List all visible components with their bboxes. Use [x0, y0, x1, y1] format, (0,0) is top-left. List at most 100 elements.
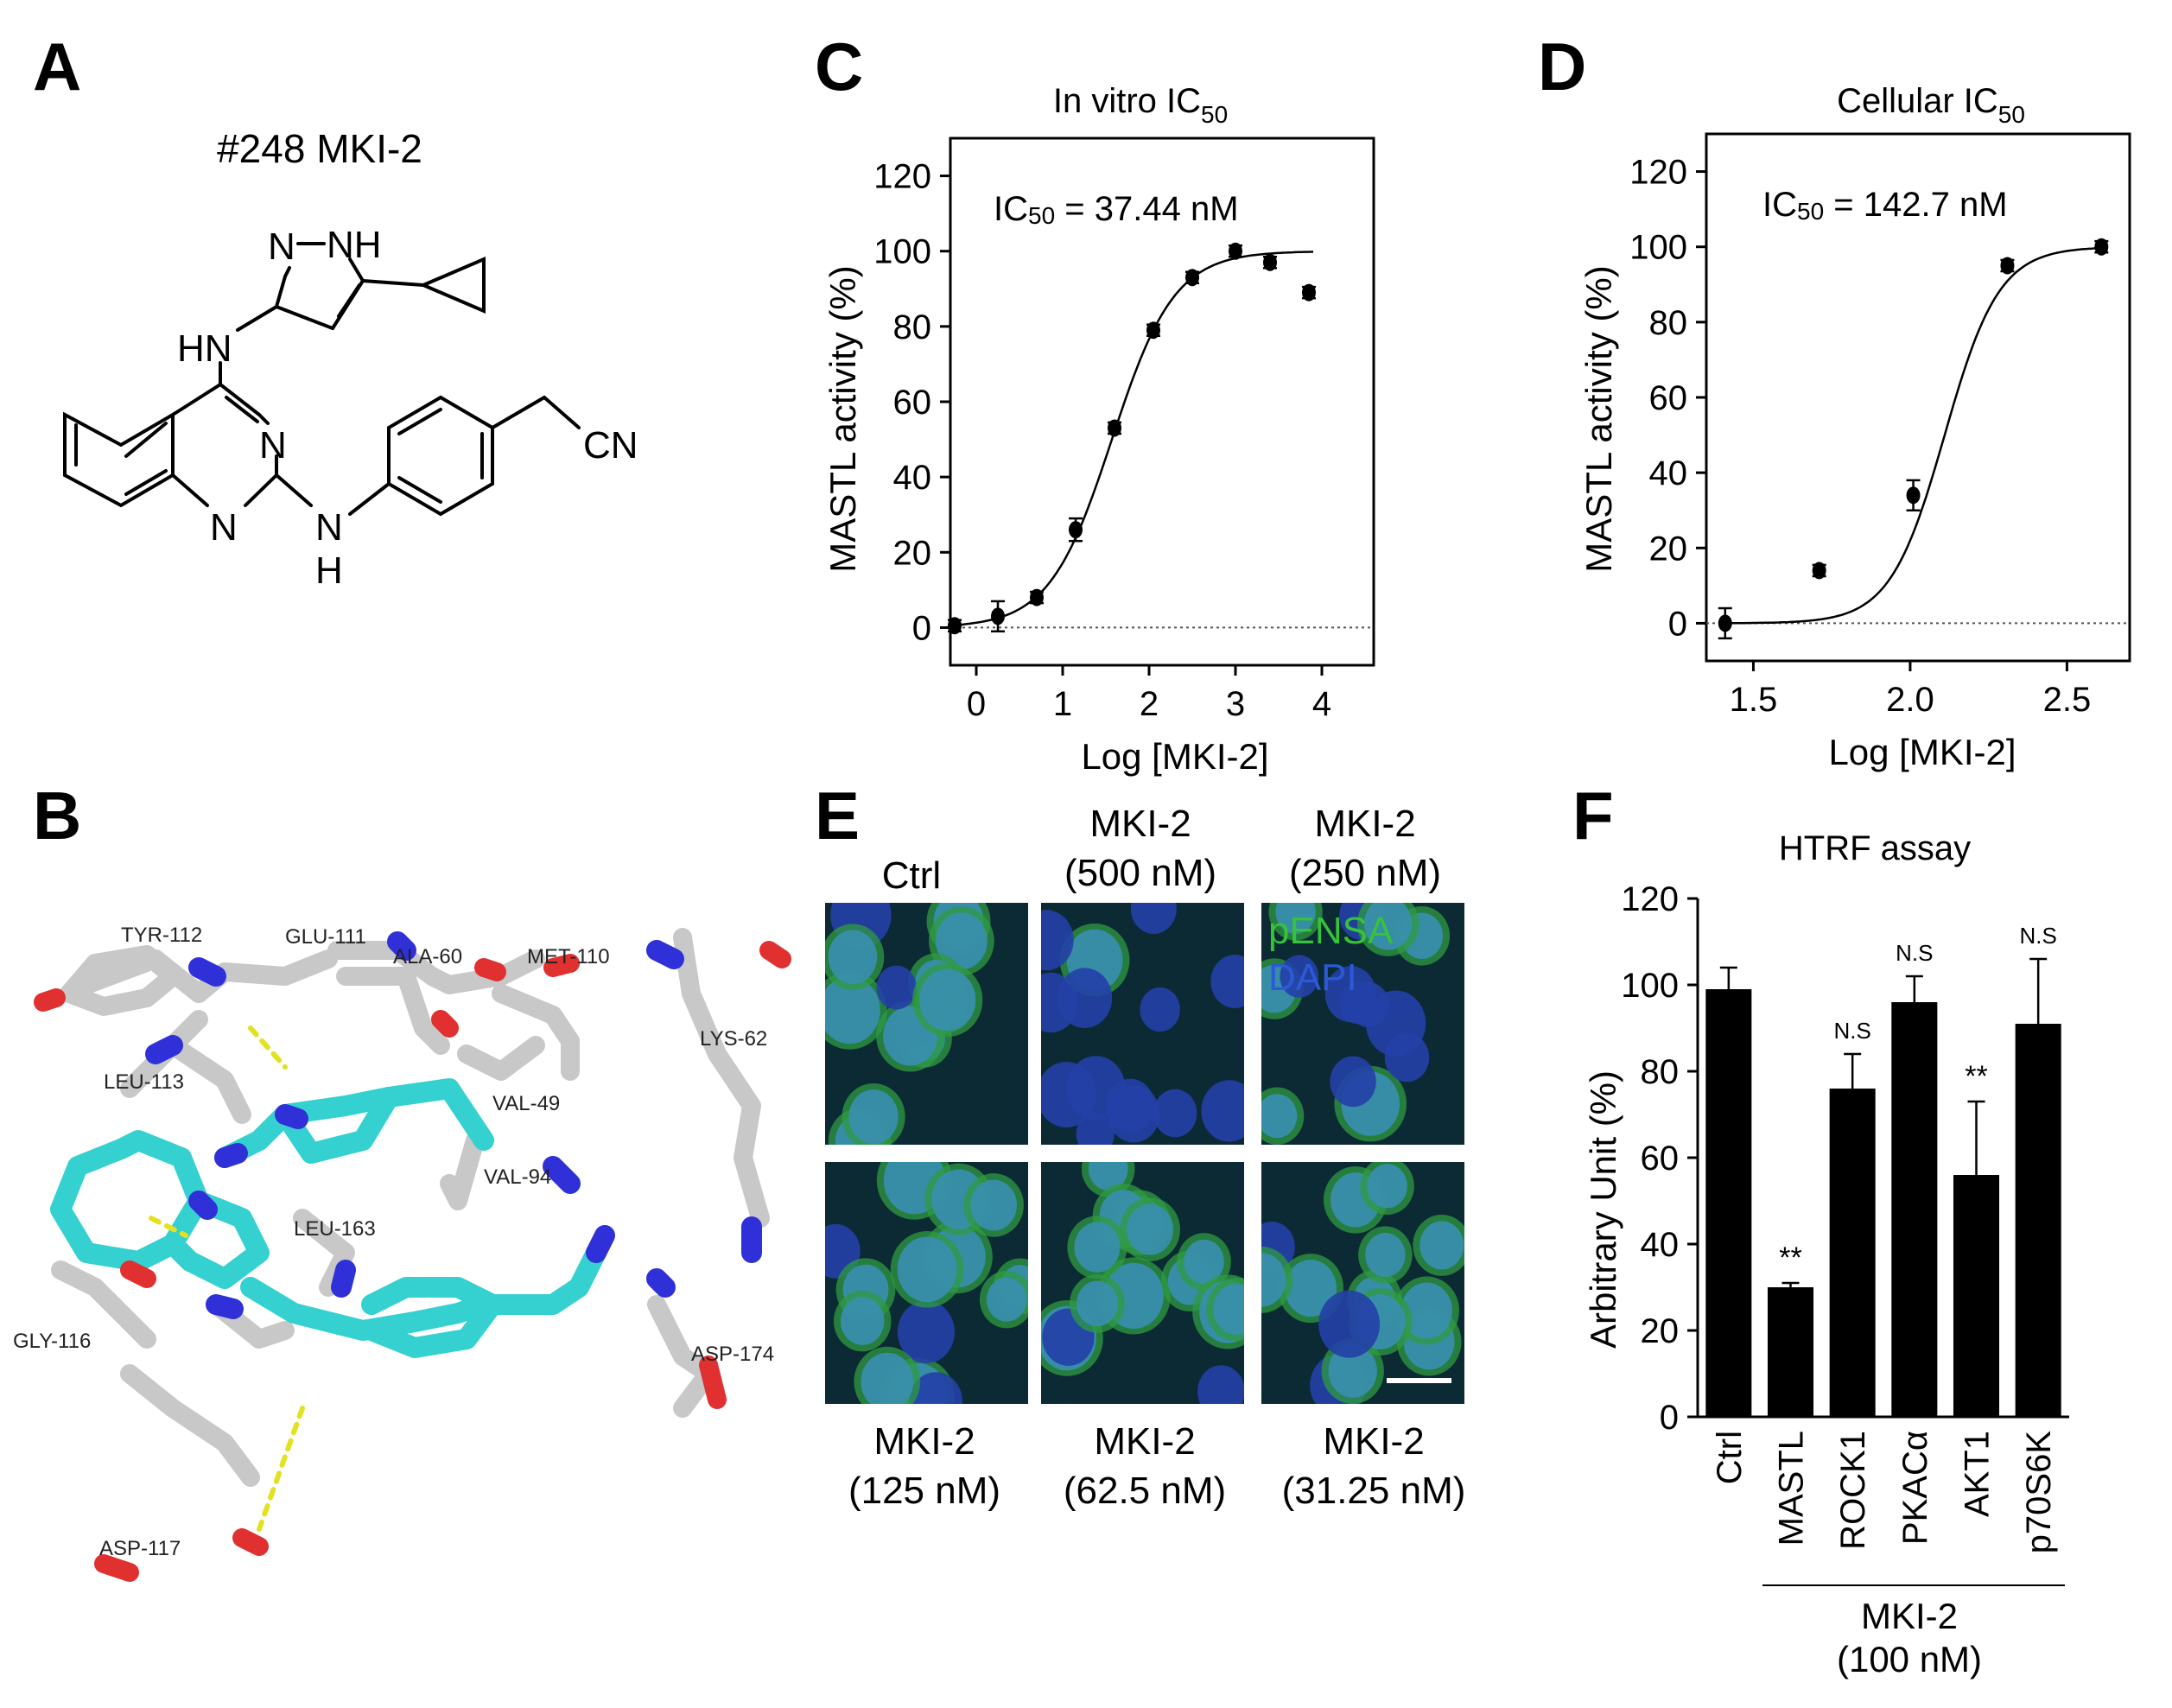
chart-d-ytick-label: 0	[1668, 605, 1687, 643]
chart-c-ytick-label: 120	[873, 158, 931, 196]
group-sublabel: (100 nM)	[1837, 1639, 1982, 1679]
residue-met-110: MET-110	[527, 945, 610, 968]
panel-label-d: D	[1538, 29, 1587, 105]
chart-c-annotation: IC50 = 37.44 nM	[994, 190, 1239, 229]
group-label: MKI-2	[1861, 1596, 1958, 1636]
cell-nucleus	[1261, 1094, 1298, 1139]
chart-f-significance: **	[1965, 1060, 1987, 1093]
chart-c-ytick-label: 20	[893, 534, 932, 572]
cell-nucleus	[897, 1300, 955, 1364]
chart-c-xtick-label: 4	[1312, 685, 1331, 723]
label-e-62: MKI-2 (62.5 nM)	[1063, 1420, 1227, 1513]
chart-d-point	[1718, 614, 1732, 632]
residue-asp-117: ASP-117	[99, 1537, 181, 1560]
chart-c-xtick-label: 2	[1140, 685, 1159, 723]
cell-nucleus	[1057, 968, 1113, 1028]
cell-nucleus	[1041, 910, 1074, 971]
chart-f-bar	[1829, 1089, 1876, 1417]
panel-b-docking: TYR-112 GLU-111 ALA-60 MET-110 LYS-62 LE…	[13, 924, 791, 1582]
residue-gly-116: GLY-116	[13, 1330, 91, 1353]
panel-d-chart: Cellular IC50 IC50 = 142.7 nM Log [MKI-2…	[1578, 82, 2131, 772]
chart-d-ytick-label: 120	[1629, 154, 1687, 192]
micro-250: pENSA DAPI	[1261, 903, 1464, 1145]
atom-cn: CN	[583, 424, 638, 467]
chart-f-significance: N.S	[1896, 940, 1933, 966]
chart-c-point	[1229, 242, 1242, 260]
cell-nucleus	[1140, 987, 1180, 1032]
chart-d-ytick-label: 40	[1649, 454, 1688, 492]
chart-c-xtick-label: 0	[967, 685, 986, 723]
residue-asp-174: ASP-174	[691, 1343, 774, 1366]
atom-n-ring: N	[268, 225, 295, 268]
cell-nucleus	[1419, 1221, 1464, 1270]
cell-nucleus	[1400, 1282, 1452, 1339]
panel-label-a: A	[33, 29, 82, 105]
chart-c-title: In vitro IC50	[1053, 82, 1228, 128]
chart-c-point	[948, 617, 962, 635]
chart-f-significance: **	[1779, 1241, 1801, 1274]
chart-d-point	[2094, 238, 2109, 256]
compound-name: #248 MKI-2	[217, 126, 422, 171]
cell-nucleus	[1076, 1113, 1115, 1145]
cell-nucleus	[1130, 903, 1177, 934]
cell-nucleus	[936, 912, 988, 970]
legend-dapi: DAPI	[1268, 956, 1357, 999]
cell-nucleus	[1367, 1164, 1407, 1209]
benzene-ring	[63, 411, 175, 508]
cell-nucleus	[1076, 1280, 1118, 1327]
chart-f-category-label: AKT1	[1959, 1431, 1997, 1517]
chart-f-bar	[1953, 1175, 2000, 1417]
micro-125	[825, 1162, 1028, 1404]
chart-c-ytick-label: 0	[912, 609, 931, 647]
label-e-125: MKI-2 (125 nM)	[848, 1420, 1001, 1513]
cell-nucleus	[1318, 1290, 1381, 1358]
chart-f-category-label: Ctrl	[1711, 1431, 1749, 1484]
chart-d-annotation: IC50 = 142.7 nM	[1762, 186, 2008, 225]
chart-d-xtick-label: 1.5	[1730, 681, 1778, 719]
chart-f-ytick-label: 80	[1641, 1053, 1680, 1091]
micro-ctrl	[825, 903, 1028, 1145]
chart-f-bar	[1767, 1287, 1814, 1417]
residue-val-94: VAL-94	[484, 1165, 551, 1189]
cell-nucleus	[1201, 1080, 1244, 1142]
cell-nucleus	[1127, 1203, 1173, 1255]
chart-d-xlabel: Log [MKI-2]	[1828, 732, 2016, 772]
chart-c-point	[1069, 521, 1083, 539]
legend-pensa: pENSA	[1268, 910, 1394, 952]
cell-nucleus	[825, 976, 880, 1044]
residue-ala-60: ALA-60	[393, 945, 462, 968]
panel-c-chart: In vitro IC50 IC50 = 37.44 nM Log [MKI-2…	[822, 82, 1375, 777]
chart-f-ytick-label: 0	[1660, 1399, 1679, 1437]
residue-glu-111: GLU-111	[285, 925, 366, 949]
residue-tyr-112: TYR-112	[121, 924, 202, 947]
atom-n-quin-bottom: N	[210, 506, 238, 549]
chart-d-title: Cellular IC50	[1837, 82, 2025, 128]
cell-nucleus	[1330, 1056, 1376, 1108]
atom-hn-link: HN	[177, 327, 232, 370]
chart-d-ytick-label: 60	[1649, 379, 1688, 417]
atom-nh-link-h: H	[315, 549, 343, 592]
chart-f-significance: N.S	[2019, 923, 2056, 949]
chart-f-significance: N.S	[1833, 1018, 1870, 1044]
cell-nucleus	[1107, 1085, 1160, 1143]
chart-c-xlabel: Log [MKI-2]	[1081, 736, 1268, 777]
chart-d-xtick-label: 2.5	[2043, 681, 2092, 719]
chart-f-ytick-label: 40	[1641, 1226, 1680, 1264]
cell-nucleus	[986, 1277, 1027, 1322]
panel-label-c: C	[815, 29, 864, 105]
chart-f-ytick-label: 100	[1621, 967, 1679, 1005]
chart-f-ytick-label: 60	[1641, 1140, 1680, 1178]
panel-label-f: F	[1572, 778, 1614, 854]
chart-f-title: HTRF assay	[1779, 829, 1971, 867]
cell-nucleus	[876, 965, 917, 1010]
cell-nucleus	[1074, 1222, 1121, 1273]
chart-c-ylabel: MASTL activity (%)	[822, 265, 863, 572]
chart-f-bar	[1705, 989, 1752, 1417]
cell-nucleus	[861, 1352, 914, 1404]
cell-nucleus	[1328, 1343, 1377, 1398]
scale-bar	[1387, 1378, 1451, 1383]
panel-label-b: B	[33, 778, 82, 854]
chart-f-category-label: ROCK1	[1834, 1431, 1872, 1550]
cell-nucleus	[919, 968, 976, 1032]
label-e-ctrl: Ctrl	[881, 854, 942, 897]
